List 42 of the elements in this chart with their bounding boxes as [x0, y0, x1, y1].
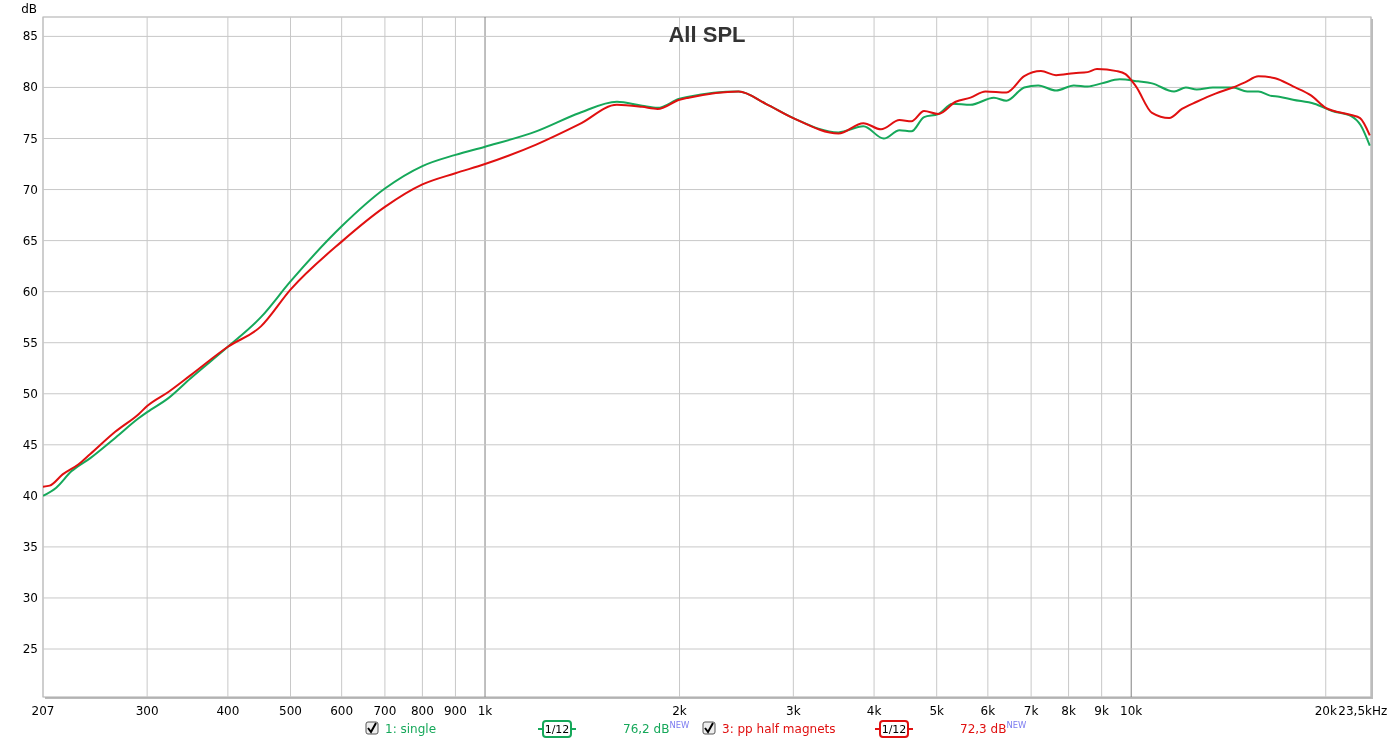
y-tick-label: 80 [22, 80, 38, 95]
text: 1: single [385, 722, 437, 736]
text: 3: pp half magnets [722, 722, 836, 736]
x-tick-label: 300 [135, 704, 159, 718]
y-tick-label: 40 [22, 488, 38, 503]
x-tick-label: 600 [330, 704, 354, 718]
x-tick-label: 5k [929, 704, 945, 718]
y-tick-label: 65 [22, 233, 38, 248]
text: 1/12 [881, 723, 907, 736]
x-tick-label: 10k [1120, 704, 1143, 718]
y-axis-title: dB [21, 2, 37, 16]
x-tick-label: 7k [1023, 704, 1039, 718]
x-tick-label: 207 [31, 704, 55, 718]
x-axis-title: Hz [1372, 704, 1388, 718]
y-tick-label: 85 [22, 29, 38, 44]
x-tick-label: 2k [672, 704, 687, 718]
text: 1/12 [544, 723, 570, 736]
x-tick-label: 8k [1061, 704, 1076, 718]
x-tick-label: 6k [980, 704, 996, 718]
y-tick-label: 55 [22, 335, 38, 350]
y-tick-label: 35 [22, 539, 38, 554]
x-tick-label: 3k [786, 704, 801, 718]
y-tick-label: 30 [22, 590, 38, 605]
chart-title: All SPL [668, 22, 746, 47]
y-tick-label: 25 [22, 642, 38, 657]
x-tick-label: 700 [373, 704, 397, 718]
y-tick-label: 60 [22, 284, 38, 299]
x-tick-label: 1k [477, 704, 493, 718]
x-tick-label: 400 [216, 704, 240, 718]
x-tick-label: 800 [410, 704, 434, 718]
y-tick-label: 45 [22, 437, 38, 452]
y-tick-label: 75 [22, 131, 38, 146]
x-tick-label: 500 [279, 704, 302, 718]
y-tick-label: 50 [22, 386, 38, 401]
text: 76,2 dB$^{NEW}$ [623, 720, 690, 736]
text: 72,3 dB$^{NEW}$ [960, 720, 1027, 736]
x-tick-label: 4k [866, 704, 882, 718]
y-tick-label: 70 [22, 182, 38, 197]
x-tick-label: 20k [1314, 704, 1337, 718]
x-tick-label: 9k [1094, 704, 1109, 718]
x-tick-label: 900 [444, 704, 467, 718]
x-tick-label: 23,5k [1338, 704, 1373, 718]
